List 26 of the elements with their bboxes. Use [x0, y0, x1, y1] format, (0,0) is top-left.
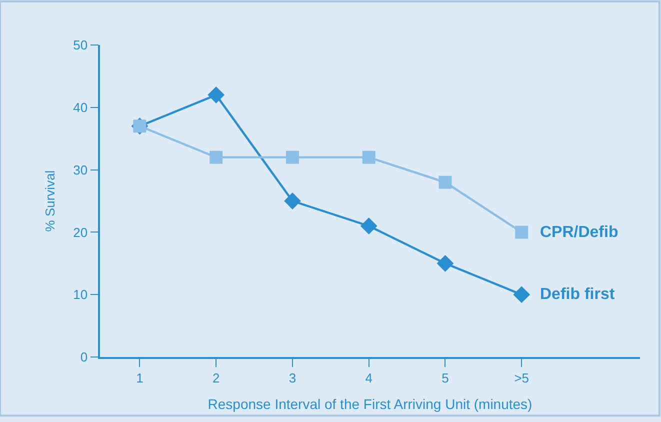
x-tick-label: 1 [136, 370, 144, 386]
point [286, 150, 299, 164]
point [515, 226, 528, 239]
y-tick-label: 20 [73, 224, 88, 240]
series-label: Defib first [540, 286, 616, 303]
y-tick-label: 10 [73, 287, 88, 302]
point [362, 150, 376, 164]
x-axis-title: Response Interval of the First Arriving Unit (minutes) [208, 396, 532, 412]
y-tick-label: 50 [73, 38, 88, 53]
x-tick-label: >5 [514, 370, 530, 386]
point [210, 150, 223, 164]
y-tick-label: 0 [80, 350, 88, 365]
point [438, 176, 452, 189]
x-tick-label: 5 [442, 370, 449, 386]
y-tick-label: 30 [73, 162, 88, 178]
point [360, 218, 378, 234]
point [436, 254, 454, 272]
y-axis-title: % Survival [42, 170, 58, 232]
y-tick-label: 40 [73, 100, 88, 115]
series-label: CPR/Defib [540, 224, 618, 241]
point [513, 286, 530, 304]
point [284, 192, 301, 210]
x-tick-label: 2 [212, 370, 220, 386]
point [208, 86, 225, 104]
x-tick-label: 4 [365, 370, 372, 386]
x-tick-label: 3 [288, 370, 296, 386]
